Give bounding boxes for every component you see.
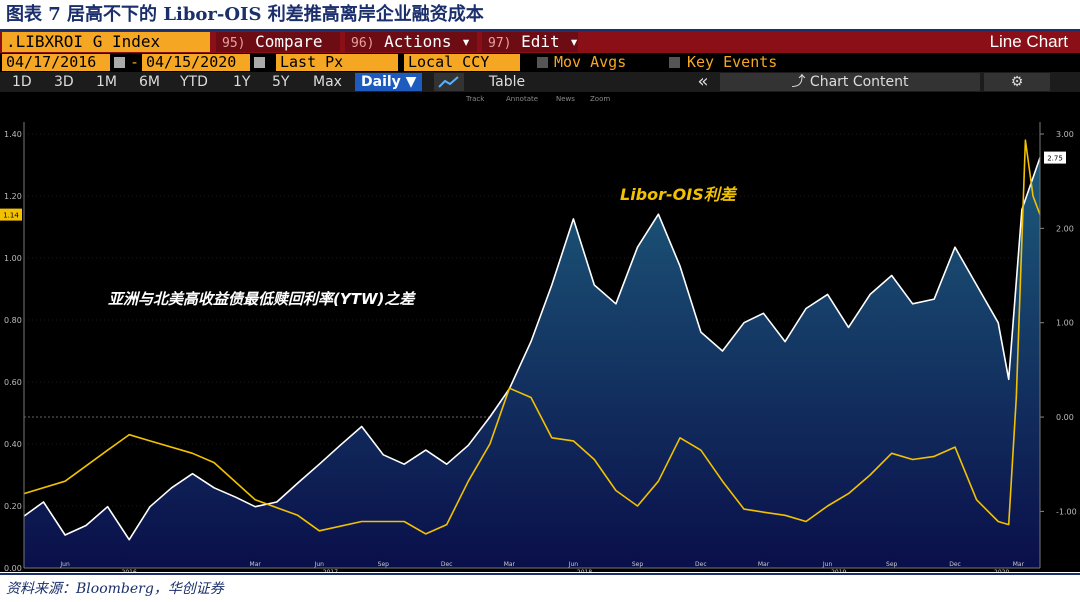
mov-avgs-label: Mov Avgs <box>554 53 627 71</box>
annotation-libor-ois: Libor-OIS利差 <box>620 185 738 204</box>
edit-label: Edit <box>521 32 560 51</box>
x-month-tick-label: Mar <box>250 561 262 568</box>
x-month-tick-label: Sep <box>886 561 898 568</box>
y-left-tick-label: 0.00 <box>4 564 22 572</box>
compare-label: Compare <box>255 32 323 51</box>
zoom-tool[interactable]: Zoom <box>590 95 611 103</box>
edit-button[interactable]: 97) Edit ▾ <box>482 32 579 52</box>
x-month-tick-label: Dec <box>441 561 453 568</box>
series-line-1 <box>23 139 1041 535</box>
date-dash: - <box>130 53 140 71</box>
left-last-value-label: 1.14 <box>3 212 19 220</box>
y-left-tick-label: 0.60 <box>4 378 22 387</box>
x-month-tick-label: Mar <box>758 561 770 568</box>
y-left-tick-label: 0.80 <box>4 316 22 325</box>
track-tool[interactable]: Track <box>466 95 485 103</box>
x-month-tick-label: Mar <box>504 561 516 568</box>
actions-caret-icon: ▾ <box>461 32 471 51</box>
actions-label: Actions <box>384 32 452 51</box>
period-6m[interactable]: 6M <box>139 74 160 90</box>
command-bar: .LIBXROI G Index 95) Compare 96) Actions… <box>0 31 1080 53</box>
mov-avgs-checkbox[interactable] <box>537 57 548 68</box>
x-year-label: 2019 <box>831 569 846 572</box>
calendar-icon[interactable] <box>114 57 125 68</box>
right-last-value-label: 2.75 <box>1047 155 1063 163</box>
chart-content-button[interactable]: ⤴ Chart Content <box>720 73 980 91</box>
table-button[interactable]: Table <box>468 73 546 91</box>
key-events-checkbox[interactable] <box>669 57 680 68</box>
x-year-label: 2020 <box>994 569 1009 572</box>
period-1d[interactable]: 1D <box>12 74 32 90</box>
x-month-tick-label: Jun <box>822 561 833 568</box>
y-left-tick-label: 1.20 <box>4 192 22 201</box>
annotation-ytw-spread: 亚洲与北美高收益债最低赎回利率(YTW)之差 <box>108 290 416 308</box>
line-chart-icon[interactable] <box>434 73 464 91</box>
actions-num: 96) <box>351 36 375 51</box>
y-right-tick-label: 3.00 <box>1056 130 1074 139</box>
y-left-tick-label: 1.40 <box>4 130 22 139</box>
bloomberg-terminal: .LIBXROI G Index 95) Compare 96) Actions… <box>0 31 1080 572</box>
title-rule <box>0 29 1080 31</box>
y-right-tick-label: 0.00 <box>1056 413 1074 422</box>
x-month-tick-label: Jun <box>59 561 70 568</box>
y-left-tick-label: 0.40 <box>4 440 22 449</box>
actions-button[interactable]: 96) Actions ▾ <box>345 32 477 52</box>
chart-content-label: Chart Content <box>809 74 909 90</box>
x-month-tick-label: Mar <box>1013 561 1025 568</box>
line-chart-glyph <box>438 76 459 88</box>
x-month-tick-label: Dec <box>949 561 961 568</box>
period-3d[interactable]: 3D <box>54 74 74 90</box>
series-area-0 <box>24 157 1040 568</box>
y-left-tick-label: 0.20 <box>4 502 22 511</box>
x-month-tick-label: Jun <box>568 561 579 568</box>
key-events-label: Key Events <box>687 53 778 71</box>
period-1y[interactable]: 1Y <box>233 74 251 90</box>
x-year-label: 2018 <box>577 569 592 572</box>
ticker-field[interactable]: .LIBXROI G Index <box>2 32 210 52</box>
start-date-field[interactable]: 04/17/2016 <box>2 54 110 71</box>
chart-type-label[interactable]: Line Chart <box>989 32 1068 51</box>
period-ytd[interactable]: YTD <box>180 74 208 90</box>
y-right-tick-label: 1.00 <box>1056 319 1074 328</box>
period-1m[interactable]: 1M <box>96 74 117 90</box>
compare-num: 95) <box>222 36 246 51</box>
period-bar: 1D 3D 1M 6M YTD 1Y 5Y Max Daily ▼ Table … <box>0 72 1080 92</box>
chart-content-icon: ⤴ <box>791 74 810 90</box>
source-note: 资料来源：Bloomberg，华创证券 <box>6 581 224 597</box>
x-year-label: 2016 <box>122 569 137 572</box>
collapse-icon[interactable]: « <box>690 73 716 91</box>
y-right-tick-label: 2.00 <box>1056 224 1074 233</box>
edit-caret-icon: ▾ <box>569 32 579 51</box>
x-month-tick-label: Sep <box>632 561 644 568</box>
field-select[interactable]: Last Px <box>276 54 398 71</box>
y-right-tick-label: -1.00 <box>1056 507 1077 516</box>
x-year-label: 2017 <box>323 569 338 572</box>
calendar-icon-end[interactable] <box>254 57 265 68</box>
figure-title: 图表 7 居高不下的 Libor-OIS 利差推高离岸企业融资成本 <box>6 4 484 25</box>
right-last-value-box <box>1044 151 1066 164</box>
y-left-tick-label: 1.00 <box>4 254 22 263</box>
spread-chart: 0.00 0.20 0.40 0.60 0.80 1.00 1.20 1.40 -1.00 0.0… <box>0 122 1077 572</box>
x-month-tick-label: Jun <box>314 561 325 568</box>
end-date-field[interactable]: 04/15/2020 <box>142 54 250 71</box>
source-rule <box>0 573 1080 575</box>
annotate-tool[interactable]: Annotate <box>506 95 539 103</box>
range-bar: 04/17/2016 - 04/15/2020 Last Px Local CC… <box>0 53 1080 72</box>
news-tool[interactable]: News <box>556 95 575 103</box>
edit-num: 97) <box>488 36 512 51</box>
compare-button[interactable]: 95) Compare <box>216 32 340 52</box>
settings-icon[interactable]: ⚙ <box>984 73 1050 91</box>
x-month-tick-label: Sep <box>378 561 390 568</box>
x-month-tick-label: Dec <box>695 561 707 568</box>
series-line-0 <box>23 157 1041 541</box>
period-max[interactable]: Max <box>313 74 342 90</box>
left-last-value-box <box>0 208 22 221</box>
currency-select[interactable]: Local CCY <box>404 54 520 71</box>
frequency-select[interactable]: Daily ▼ <box>355 73 423 91</box>
period-5y[interactable]: 5Y <box>272 74 290 90</box>
